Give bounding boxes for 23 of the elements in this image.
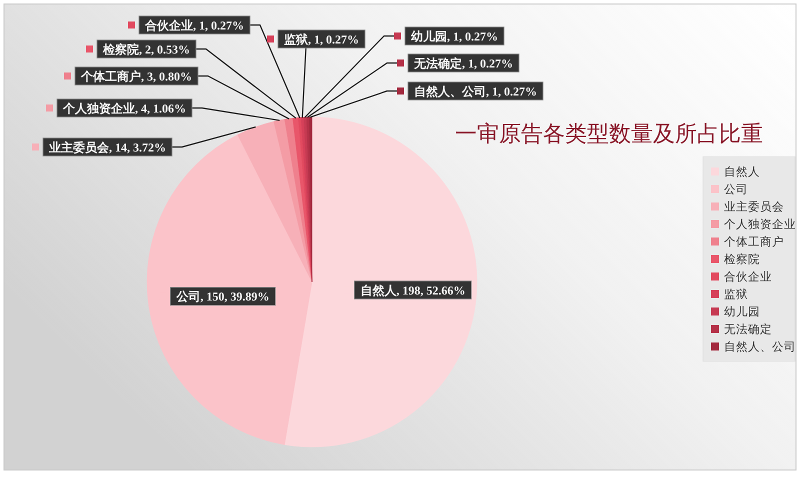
data-label: 个体工商户, 3, 0.80% — [80, 69, 192, 84]
legend-label: 自然人、公司 — [724, 340, 796, 354]
data-label: 个人独资企业, 4, 1.06% — [62, 101, 186, 116]
data-label: 自然人, 198, 52.66% — [360, 283, 466, 298]
legend-label: 自然人 — [724, 166, 760, 178]
data-label: 无法确定, 1, 0.27% — [413, 56, 513, 70]
legend-label: 公司 — [724, 183, 748, 196]
data-label: 合伙企业, 1, 0.27% — [144, 18, 244, 32]
legend-label: 合伙企业 — [724, 270, 772, 284]
data-label: 自然人、公司, 1, 0.27% — [414, 84, 537, 98]
data-label: 监狱, 1, 0.27% — [284, 32, 359, 46]
data-label: 公司, 150, 39.89% — [175, 290, 270, 304]
legend-label: 个体工商户 — [724, 234, 784, 248]
legend-label: 无法确定 — [724, 322, 772, 336]
data-label: 业主委员会, 14, 3.72% — [48, 140, 166, 154]
legend-label: 个人独资企业 — [724, 218, 796, 231]
legend-label: 监狱 — [724, 288, 748, 301]
legend-label: 业主委员会 — [724, 200, 784, 214]
legend-label: 检察院 — [724, 252, 760, 266]
data-label: 检察院, 2, 0.53% — [102, 42, 190, 56]
data-label: 幼儿园, 1, 0.27% — [411, 29, 498, 44]
text: 一审原告各类型数量及所占比重 — [455, 121, 763, 146]
legend-label: 幼儿园 — [724, 306, 760, 318]
